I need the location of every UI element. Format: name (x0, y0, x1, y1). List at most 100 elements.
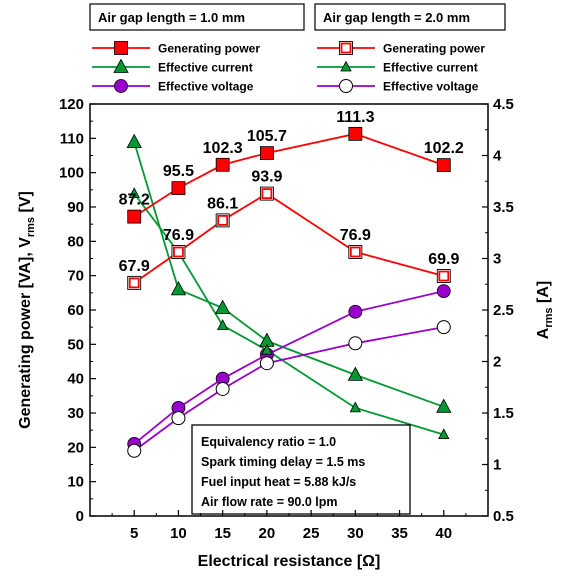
legend-label: Effective voltage (158, 80, 254, 94)
legend-title: Air gap length = 2.0 mm (323, 10, 470, 25)
square-marker (114, 41, 128, 55)
legend-marker (339, 41, 353, 55)
y-left-tick-label: 50 (67, 336, 84, 353)
square-marker-inner (349, 246, 361, 258)
data-label: 76.9 (340, 227, 371, 244)
series-line-voltage-2mm (133, 326, 444, 452)
circle-marker (259, 356, 274, 371)
data-point-current (438, 428, 450, 440)
x-tick-label: 20 (259, 525, 276, 542)
legend-label: Generating power (383, 42, 485, 56)
legend-marker (340, 60, 352, 72)
series-line-power-1mm (133, 132, 445, 218)
data-point-power (127, 275, 142, 290)
triangle-marker (113, 58, 129, 73)
triangle-marker (438, 428, 450, 440)
x-tick-label: 25 (303, 525, 320, 542)
data-point-power (436, 158, 451, 173)
series-line-voltage-1mm (133, 290, 444, 445)
circle-marker (215, 381, 230, 396)
series-layer (126, 126, 452, 458)
circle-marker (436, 320, 451, 335)
x-tick-label: 5 (130, 525, 138, 542)
circle-marker (127, 443, 142, 458)
data-point-power (436, 269, 451, 283)
y-left-tick-label: 60 (67, 302, 84, 319)
y-right-tick-label: 4 (493, 148, 502, 165)
data-label: 93.9 (251, 169, 282, 186)
y-right-tick-label: 3.5 (493, 199, 514, 216)
circle-marker (348, 336, 363, 351)
triangle-marker (347, 366, 364, 381)
square-marker-inner (340, 42, 352, 54)
x-tick-label: 15 (214, 525, 231, 542)
y-left-tick-label: 80 (67, 233, 84, 250)
square-marker-inner (261, 188, 273, 200)
data-label: 102.2 (424, 140, 464, 157)
circle-marker (339, 79, 353, 93)
square-marker (127, 209, 142, 224)
data-point-power (215, 157, 230, 172)
legend-label: Effective voltage (383, 80, 479, 94)
data-point-current (261, 343, 273, 355)
legend-marker (339, 79, 353, 93)
axis-layer: 5 10 15 20 25 30 35 400102030405060708090100110… (17, 96, 555, 570)
triangle-marker (126, 133, 142, 149)
series-line-current-2mm (133, 193, 445, 436)
triangle-marker (340, 60, 352, 72)
y-left-tick-label: 30 (67, 405, 84, 422)
triangle-marker (170, 281, 187, 296)
circle-marker (114, 79, 128, 93)
x-tick-label: 35 (391, 525, 408, 542)
data-label: 86.1 (207, 195, 238, 212)
y-right-axis-label: Arms [A] (535, 281, 555, 339)
data-point-voltage (215, 381, 230, 396)
y-left-tick-label: 10 (67, 474, 84, 491)
y-left-tick-label: 40 (67, 371, 84, 388)
data-point-voltage (436, 320, 451, 335)
y-left-tick-label: 120 (59, 96, 84, 113)
data-point-voltage (171, 411, 186, 426)
legend-title-box (89, 3, 305, 31)
triangle-marker (261, 343, 273, 355)
data-point-current (128, 187, 140, 199)
annotation-line: Fuel input heat = 5.88 kJ/s (201, 475, 356, 489)
data-point-current (347, 366, 364, 381)
annotation-frame (191, 424, 411, 515)
y-right-tick-label: 1 (493, 457, 501, 474)
y-left-tick-label: 70 (67, 268, 84, 285)
legend-marker (113, 58, 129, 73)
triangle-marker (349, 401, 361, 413)
data-label: 111.3 (336, 109, 374, 126)
data-label: 105.7 (247, 128, 287, 145)
data-label: 76.9 (163, 227, 194, 244)
data-point-voltage (259, 356, 274, 371)
y-right-tick-label: 1.5 (493, 405, 514, 422)
square-marker-inner (438, 270, 450, 282)
y-left-tick-label: 0 (76, 508, 84, 525)
data-point-voltage (348, 336, 363, 351)
series-line-power-2mm (133, 192, 445, 284)
circle-marker (436, 284, 451, 299)
y-left-tick-label: 100 (59, 165, 84, 182)
series-line-current-1mm (133, 141, 445, 408)
legend-marker (114, 79, 128, 93)
data-point-current (217, 319, 229, 330)
y-right-tick-label: 2 (493, 354, 501, 371)
y-right-tick-label: 2.5 (493, 302, 514, 319)
triangle-marker (436, 398, 452, 413)
y-right-tick-label: 4.5 (493, 96, 514, 113)
square-marker (259, 146, 274, 160)
data-point-current (214, 299, 231, 314)
y-left-axis-label: Generating power [VA], Vrms [V] (17, 191, 37, 429)
data-point-power (348, 245, 363, 259)
y-right-tick-label: 3 (493, 251, 501, 268)
data-point-power (259, 146, 274, 160)
data-point-voltage (436, 284, 451, 299)
x-axis-label: Electrical resistance [Ω] (198, 553, 381, 570)
data-point-current (126, 133, 142, 149)
square-marker (171, 181, 186, 196)
triangle-marker (214, 299, 231, 314)
square-marker (215, 157, 230, 172)
